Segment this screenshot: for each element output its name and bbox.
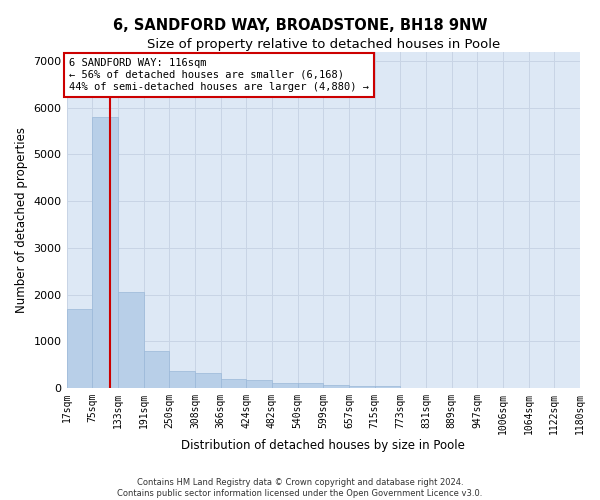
Text: Contains HM Land Registry data © Crown copyright and database right 2024.
Contai: Contains HM Land Registry data © Crown c… <box>118 478 482 498</box>
Text: 6, SANDFORD WAY, BROADSTONE, BH18 9NW: 6, SANDFORD WAY, BROADSTONE, BH18 9NW <box>113 18 487 32</box>
Bar <box>195 374 221 388</box>
Bar <box>118 292 143 388</box>
Bar <box>221 379 246 388</box>
Bar <box>67 308 92 388</box>
Bar <box>272 383 298 388</box>
Bar <box>323 386 349 388</box>
Bar <box>246 380 272 388</box>
X-axis label: Distribution of detached houses by size in Poole: Distribution of detached houses by size … <box>181 440 465 452</box>
Bar <box>143 350 169 388</box>
Title: Size of property relative to detached houses in Poole: Size of property relative to detached ho… <box>146 38 500 51</box>
Text: 6 SANDFORD WAY: 116sqm
← 56% of detached houses are smaller (6,168)
44% of semi-: 6 SANDFORD WAY: 116sqm ← 56% of detached… <box>69 58 369 92</box>
Bar <box>298 383 323 388</box>
Bar <box>374 386 400 388</box>
Bar <box>169 370 195 388</box>
Y-axis label: Number of detached properties: Number of detached properties <box>15 127 28 313</box>
Bar <box>92 117 118 388</box>
Bar <box>349 386 374 388</box>
